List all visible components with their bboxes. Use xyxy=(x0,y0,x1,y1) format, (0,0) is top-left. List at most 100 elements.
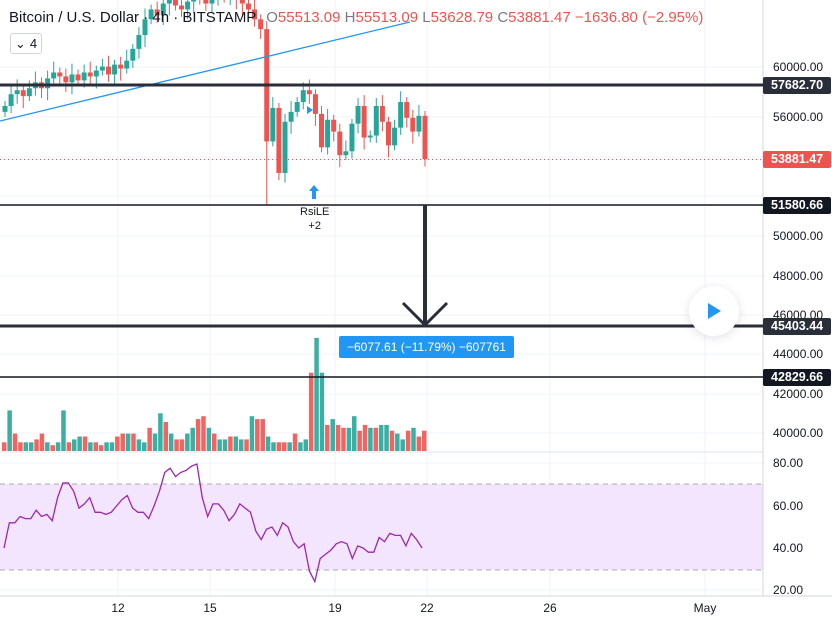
candle xyxy=(282,121,288,173)
volume-bar xyxy=(378,424,384,451)
volume-bar xyxy=(217,439,222,451)
volume-bar xyxy=(28,442,34,451)
price-label-level4: 42829.66 xyxy=(763,369,831,386)
candle xyxy=(276,107,282,173)
volume-bar xyxy=(346,427,352,451)
candle xyxy=(325,119,331,148)
volume-bar xyxy=(82,436,88,451)
indicators-toggle-button[interactable]: ⌄ 4 xyxy=(10,33,42,54)
candle xyxy=(379,105,385,122)
candle xyxy=(392,127,398,146)
candle xyxy=(300,90,306,103)
candle xyxy=(172,0,178,6)
rsi-tick: 40.00 xyxy=(773,541,804,555)
candle xyxy=(258,19,264,30)
candle xyxy=(319,113,325,148)
candle xyxy=(112,64,118,75)
volume-bar xyxy=(308,372,314,451)
volume-bar xyxy=(222,439,228,451)
chevron-down-icon: ⌄ xyxy=(14,35,26,51)
candle xyxy=(26,88,32,97)
rsi-tick: 80.00 xyxy=(773,456,804,470)
volume-bar xyxy=(61,410,66,451)
candle xyxy=(312,94,318,114)
volume-bar xyxy=(330,419,335,451)
play-icon xyxy=(708,303,721,319)
candle xyxy=(410,117,416,132)
volume-bar xyxy=(341,427,346,451)
candle xyxy=(337,131,343,156)
candle xyxy=(373,105,379,136)
candle xyxy=(63,76,69,83)
candle xyxy=(191,0,197,2)
volume-bar xyxy=(319,372,325,451)
candle xyxy=(185,1,191,10)
volume-bar xyxy=(66,442,72,451)
volume-bar xyxy=(50,445,55,451)
volume-bar xyxy=(260,419,265,451)
volume-bar xyxy=(115,436,120,451)
volume-bar xyxy=(212,433,217,451)
price-tick: 40000.00 xyxy=(773,426,824,440)
play-button[interactable] xyxy=(689,286,739,336)
candle xyxy=(99,66,105,71)
candle xyxy=(45,78,51,89)
volume-bar xyxy=(152,433,158,451)
candle xyxy=(203,0,209,4)
volume-bar xyxy=(125,433,131,451)
price-tick: 60000.00 xyxy=(773,60,824,74)
volume-bar xyxy=(362,424,368,451)
volume-bar xyxy=(368,427,373,451)
interval[interactable]: 4h xyxy=(152,9,170,26)
time-tick: 19 xyxy=(328,601,342,615)
measure-label: −6077.61 (−11.79%) −607761 xyxy=(339,336,514,358)
ohlc-values: O55513.09 H55513.09 L53628.79 C53881.47 … xyxy=(266,9,704,26)
volume-bar xyxy=(287,442,292,451)
candle xyxy=(148,9,154,20)
candle xyxy=(288,111,294,122)
volume-bar xyxy=(206,427,212,451)
candle xyxy=(306,90,312,95)
volume-bar xyxy=(45,442,50,451)
time-tick: 12 xyxy=(111,601,125,615)
volume-bar xyxy=(228,436,233,451)
volume-bar xyxy=(185,433,190,451)
candle xyxy=(404,102,410,118)
candle xyxy=(179,5,185,10)
volume-bar xyxy=(158,413,163,451)
volume-bar xyxy=(98,445,104,451)
symbol-name[interactable]: Bitcoin / U.S. Dollar xyxy=(9,9,140,26)
time-tick: 22 xyxy=(420,601,434,615)
candle xyxy=(118,64,124,69)
volume-bar xyxy=(168,433,174,451)
volume-bar xyxy=(233,436,239,451)
volume-bar xyxy=(104,442,109,451)
arrow-up-icon xyxy=(309,185,319,199)
candle xyxy=(270,107,276,142)
candle xyxy=(81,72,87,81)
candle xyxy=(87,72,93,77)
volume-bar xyxy=(422,430,427,451)
price-label-level3: 45403.44 xyxy=(763,318,831,335)
volume-bar xyxy=(395,433,400,451)
volume-bar xyxy=(72,439,77,451)
volume-bar xyxy=(120,433,125,451)
price-tick: 56000.00 xyxy=(773,110,824,124)
volume-bar xyxy=(255,419,260,451)
time-tick: 26 xyxy=(543,601,557,615)
rsi-tick: 60.00 xyxy=(773,499,804,513)
volume-bar xyxy=(2,442,7,451)
volume-bar xyxy=(411,427,416,451)
candle xyxy=(75,74,81,81)
candle xyxy=(20,90,26,97)
candle xyxy=(142,19,148,36)
symbol-legend: Bitcoin / U.S. Dollar · 4h · BITSTAMP O5… xyxy=(9,9,704,26)
candles xyxy=(2,0,428,205)
volume-bar xyxy=(400,439,405,451)
volume-bar xyxy=(34,439,39,451)
volume-bar xyxy=(88,442,93,451)
candle xyxy=(361,105,367,138)
trend-line[interactable] xyxy=(0,21,411,122)
price-label-level1: 57682.70 xyxy=(763,77,831,94)
